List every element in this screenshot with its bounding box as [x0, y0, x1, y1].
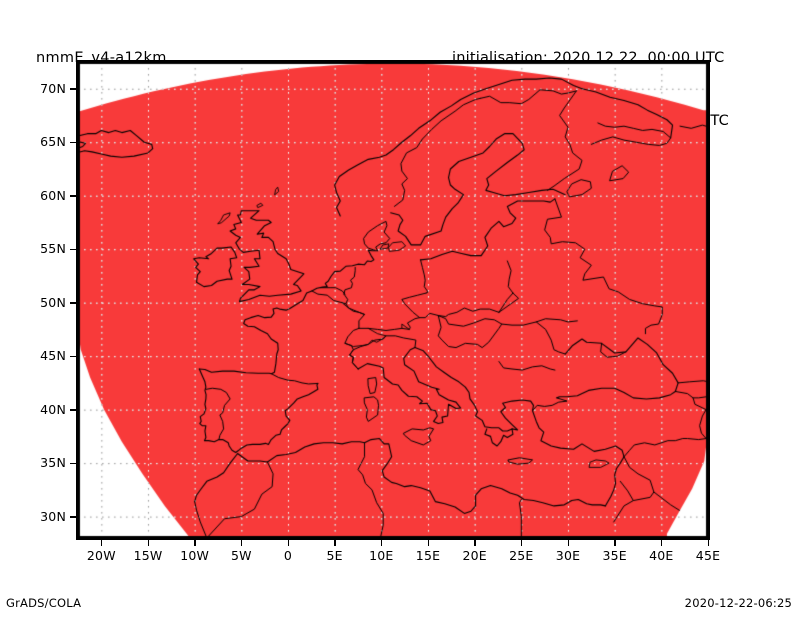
map-plot-frame	[76, 60, 710, 540]
x-axis-tick-label: 15W	[133, 548, 163, 563]
x-tick-mark	[427, 539, 429, 546]
y-axis-tick-label: 35N	[40, 455, 66, 471]
x-tick-mark	[474, 539, 476, 546]
x-axis-tick-label: 10W	[180, 548, 210, 563]
x-tick-mark	[614, 539, 616, 546]
x-tick-mark	[380, 539, 383, 546]
x-axis-tick-label: 0	[283, 548, 293, 563]
x-tick-mark	[567, 539, 569, 546]
x-axis-tick-label: 20W	[86, 548, 116, 563]
x-tick-mark	[100, 539, 103, 546]
x-axis-tick-label: 45E	[695, 548, 721, 563]
y-axis-tick-label: 40N	[40, 401, 66, 417]
y-tick-mark	[70, 141, 77, 144]
y-axis-tick-label: 60N	[40, 187, 66, 203]
y-axis-tick-label: 65N	[40, 134, 66, 150]
x-tick-mark	[520, 539, 523, 546]
x-tick-mark	[194, 539, 196, 546]
x-tick-mark	[660, 539, 663, 546]
y-tick-mark	[70, 409, 77, 411]
x-axis-tick-label: 20E	[462, 548, 487, 563]
y-tick-mark	[70, 516, 77, 518]
x-tick-mark	[707, 539, 709, 546]
x-tick-mark	[287, 539, 289, 546]
map-canvas	[78, 62, 708, 538]
y-tick-mark	[70, 248, 77, 251]
y-tick-mark	[70, 88, 77, 90]
x-axis-tick-label: 40E	[649, 548, 674, 563]
y-axis-tick-label: 70N	[40, 80, 66, 96]
y-axis-tick-label: 55N	[40, 241, 66, 257]
x-axis-tick-label: 25E	[509, 548, 534, 563]
x-tick-mark	[240, 539, 243, 546]
x-axis-tick-label: 15E	[415, 548, 441, 563]
y-axis-tick-label: 45N	[40, 348, 66, 364]
producer-label: GrADS/COLA	[6, 596, 82, 610]
x-axis-tick-label: 30E	[555, 548, 581, 563]
x-tick-mark	[147, 539, 149, 546]
x-axis-tick-label: 5E	[326, 548, 343, 563]
y-axis-tick-label: 30N	[40, 508, 66, 524]
x-axis-tick-label: 5W	[230, 548, 252, 563]
y-axis-tick-label: 50N	[40, 294, 66, 310]
y-tick-mark	[70, 302, 77, 304]
y-tick-mark	[70, 195, 77, 197]
x-axis-tick-label: 10E	[369, 548, 394, 563]
x-tick-mark	[334, 539, 336, 546]
x-axis-tick-label: 35E	[602, 548, 627, 563]
generated-timestamp-label: 2020-12-22-06:25	[684, 596, 792, 610]
y-tick-mark	[70, 355, 77, 358]
chart-header: nmmE_v4-a12km CSDSF W/m2 initialisation:…	[0, 0, 800, 129]
y-tick-mark	[70, 462, 77, 465]
